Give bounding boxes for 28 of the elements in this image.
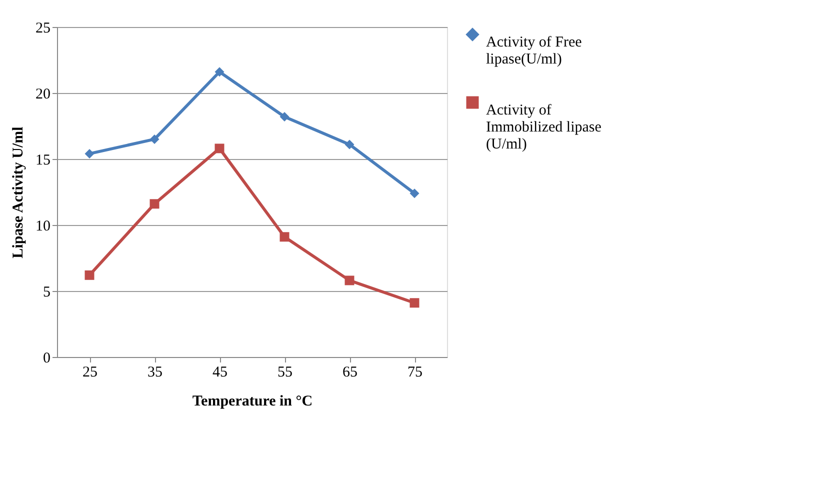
x-tick-label: 65: [342, 364, 358, 380]
point: [410, 298, 420, 308]
point: [84, 270, 94, 280]
y-tick-label: 5: [43, 284, 50, 300]
point: [84, 148, 94, 158]
point: [214, 67, 224, 77]
y-axis-title: Lipase Activity U/ml: [10, 126, 26, 258]
point: [280, 232, 290, 242]
point: [410, 188, 420, 198]
point: [344, 276, 354, 286]
y-tick-label: 0: [43, 350, 50, 366]
x-axis-title: Temperature in °C: [192, 394, 313, 410]
point: [150, 199, 160, 209]
y-tick-label: 10: [36, 218, 50, 234]
point: [150, 134, 160, 144]
legend-label: Activity of Immobilized lipase (U/ml): [486, 102, 602, 152]
legend-label: Activity of Free lipase(U/ml): [486, 34, 582, 68]
y-tick-label: 20: [36, 86, 50, 102]
x-tick-label: 35: [148, 364, 162, 380]
x-tick-label: 55: [278, 364, 292, 380]
point: [214, 144, 224, 154]
point: [344, 140, 354, 150]
x-tick-label: 75: [408, 364, 422, 380]
x-tick-label: 45: [212, 364, 228, 380]
y-tick-label: 25: [36, 20, 50, 36]
y-tick-label: 15: [36, 152, 50, 168]
x-tick-label: 25: [82, 364, 98, 380]
point: [280, 112, 290, 122]
